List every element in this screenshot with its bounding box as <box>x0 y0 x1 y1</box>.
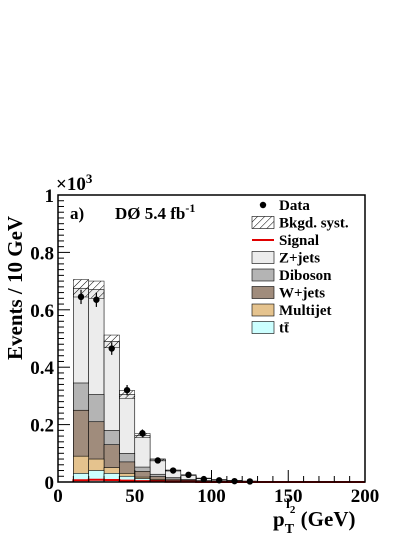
legend-swatch-diboson <box>251 268 275 282</box>
x-axis-title: pTl2 (GeV) <box>273 497 355 537</box>
x-tick-label: 0 <box>53 486 63 507</box>
data-point-6 <box>169 467 177 474</box>
legend-swatch-tt <box>251 321 275 334</box>
y-multiplier: ×103 <box>56 171 93 195</box>
y-tick-label: 0 <box>45 473 55 494</box>
y-tick-label: 0.4 <box>30 358 54 379</box>
data-point-0 <box>77 293 85 301</box>
legend-label-w-jets: W+jets <box>279 286 325 302</box>
axis-ticks: 0 50 100 150 200 0 0.2 0.4 0.6 0.8 1 <box>30 186 379 507</box>
data-point-4 <box>139 430 146 437</box>
y-tick-label: 1 <box>45 186 55 207</box>
legend-swatch-multijet <box>251 303 275 317</box>
legend-label-bkgd-syst: Bkgd. syst. <box>279 216 349 232</box>
y-tick-label: 0.6 <box>30 301 54 322</box>
data-point-3 <box>123 386 131 394</box>
data-point-8 <box>200 475 208 483</box>
experiment-label: DØ 5.4 fb-1 <box>115 201 195 223</box>
data-point-1 <box>93 296 100 303</box>
legend-label-multijet: Multijet <box>279 303 331 319</box>
data-point-7 <box>185 471 192 479</box>
legend-swatch-w-jets <box>251 286 275 299</box>
data-point-5 <box>154 457 161 464</box>
legend-swatch-z-jets <box>251 251 275 264</box>
x-tick-label: 150 <box>274 486 303 507</box>
y-tick-label: 0.2 <box>30 416 54 437</box>
legend-label-signal: Signal <box>279 233 319 249</box>
x-tick-label: 200 <box>351 486 380 507</box>
legend-marker-data <box>259 201 267 209</box>
panel-label: a) <box>70 204 84 223</box>
data-point-2 <box>108 345 115 352</box>
legend-label-data: Data <box>279 198 310 214</box>
legend-label-tt: tt̄ <box>279 321 290 337</box>
y-tick-label: 0.8 <box>30 243 54 264</box>
legend-swatch-bkgd-syst <box>251 216 275 229</box>
x-tick-label: 50 <box>125 486 144 507</box>
legend-label-diboson: Diboson <box>279 268 332 284</box>
data-point-10 <box>231 477 238 485</box>
y-axis-title: Events / 10 GeV <box>3 216 27 360</box>
x-tick-label: 100 <box>197 486 226 507</box>
legend-label-z-jets: Z+jets <box>279 251 320 267</box>
